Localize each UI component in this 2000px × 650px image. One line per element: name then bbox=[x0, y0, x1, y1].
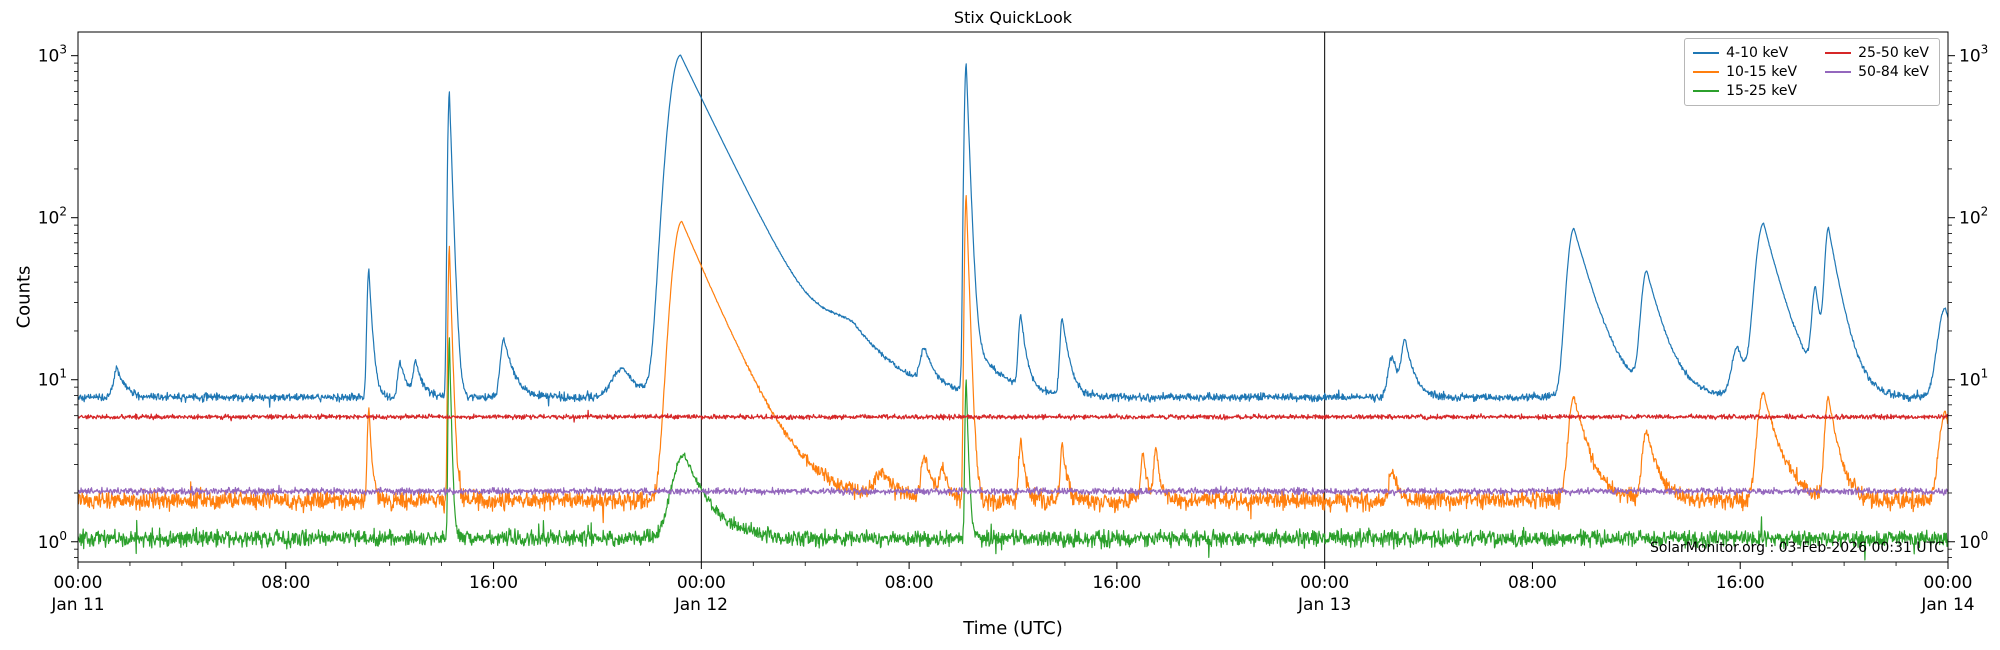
x-tick-label: 08:00 bbox=[261, 573, 310, 593]
y-tick-label: 101 bbox=[38, 367, 67, 391]
legend: 4-10 keV 10-15 keV 15-25 keV 25-50 keV 50-84… bbox=[1684, 38, 1940, 106]
y-tick-label: 100 bbox=[38, 529, 67, 553]
legend-item-50-84-kev: 50-84 keV bbox=[1825, 64, 1929, 80]
watermark-text: SolarMonitor.org : 03-Feb-2026 00:31 UTC bbox=[1650, 540, 1944, 556]
x-axis-label: Time (UTC) bbox=[963, 618, 1063, 639]
legend-swatch bbox=[1825, 52, 1852, 54]
x-date-label: Jan 12 bbox=[674, 595, 728, 615]
x-tick-label: 16:00 bbox=[1092, 573, 1141, 593]
y-tick-label: 102 bbox=[38, 205, 67, 229]
series-line-15-25-kev bbox=[78, 337, 1948, 561]
y-tick-label: 101 bbox=[1959, 367, 1988, 391]
legend-label: 15-25 keV bbox=[1726, 83, 1798, 99]
y-tick-label: 102 bbox=[1959, 205, 1988, 229]
legend-label: 25-50 keV bbox=[1858, 45, 1929, 61]
x-tick-label: 00:00 bbox=[1300, 573, 1349, 593]
legend-swatch bbox=[1693, 90, 1720, 92]
y-tick-label: 103 bbox=[38, 43, 67, 67]
x-date-label: Jan 11 bbox=[50, 595, 104, 615]
legend-item-4-10-kev: 4-10 keV bbox=[1693, 45, 1797, 61]
x-date-label: Jan 14 bbox=[1920, 595, 1974, 615]
legend-item-10-15-kev: 10-15 keV bbox=[1693, 64, 1797, 80]
legend-item-25-50-kev: 25-50 keV bbox=[1825, 45, 1929, 61]
plot-frame bbox=[77, 31, 1949, 563]
legend-swatch bbox=[1693, 71, 1720, 73]
x-tick-label: 00:00 bbox=[1924, 573, 1973, 593]
legend-label: 10-15 keV bbox=[1726, 64, 1798, 80]
y-tick-label: 100 bbox=[1959, 529, 1988, 553]
x-tick-label: 00:00 bbox=[677, 573, 726, 593]
legend-label: 4-10 keV bbox=[1726, 45, 1789, 61]
chart-title: Stix QuickLook bbox=[953, 8, 1073, 27]
y-axis-label: Counts bbox=[13, 265, 35, 329]
series-line-4-10-kev bbox=[78, 54, 1948, 408]
series-line-50-84-kev bbox=[78, 484, 1948, 497]
x-date-label: Jan 13 bbox=[1297, 595, 1351, 615]
x-tick-label: 16:00 bbox=[469, 573, 518, 593]
legend-item-15-25-kev: 15-25 keV bbox=[1693, 83, 1797, 99]
x-tick-label: 16:00 bbox=[1716, 573, 1765, 593]
x-tick-label: 08:00 bbox=[885, 573, 934, 593]
legend-swatch bbox=[1693, 52, 1720, 54]
x-tick-label: 08:00 bbox=[1508, 573, 1557, 593]
legend-swatch bbox=[1825, 71, 1852, 73]
series-line-10-15-kev bbox=[78, 195, 1948, 524]
x-tick-label: 00:00 bbox=[54, 573, 103, 593]
series-line-25-50-kev bbox=[78, 409, 1948, 423]
legend-label: 50-84 keV bbox=[1858, 64, 1929, 80]
y-tick-label: 103 bbox=[1959, 43, 1988, 67]
